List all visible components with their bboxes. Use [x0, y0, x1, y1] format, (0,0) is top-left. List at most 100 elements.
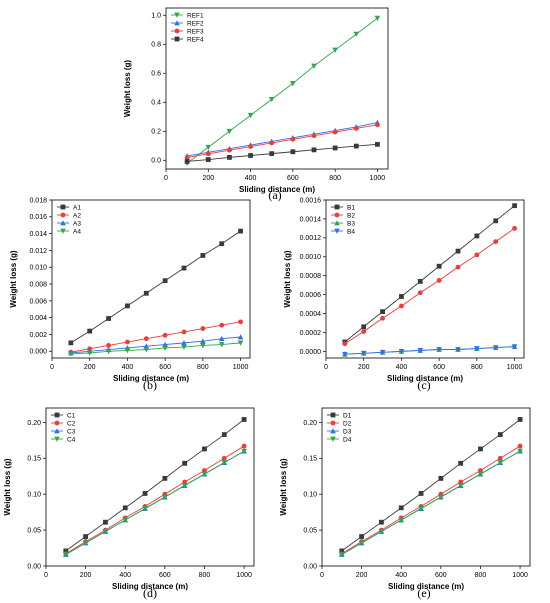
- series-line-REF4: [187, 143, 378, 162]
- legend-marker: [330, 412, 336, 418]
- caption-b: (b): [143, 378, 157, 392]
- data-point-C4: [201, 471, 208, 477]
- plot-frame: [325, 199, 525, 359]
- data-point-C1: [122, 505, 128, 511]
- data-point-D1: [398, 505, 404, 511]
- data-point-D4: [457, 483, 464, 489]
- caption-c: (c): [417, 378, 430, 392]
- y-tick-label: 0.10: [27, 492, 41, 499]
- data-point-B4: [474, 346, 480, 352]
- y-tick-label: 0.20: [303, 420, 317, 427]
- data-point-C4: [181, 483, 188, 489]
- data-point-D1: [359, 534, 365, 539]
- legend-marker: [334, 204, 340, 210]
- x-tick-label: 0: [320, 572, 324, 579]
- data-point-D4: [517, 448, 523, 454]
- data-point-B2: [399, 303, 404, 309]
- data-point-REF1: [353, 31, 360, 37]
- series-line-A2: [70, 321, 241, 353]
- x-tick-label: 1000: [507, 364, 523, 371]
- chart-panel-a: 0 200 400 600 800 1000 0.0 0.2 0.4 0.6 0.8 1.0 Slidi…: [123, 7, 389, 194]
- data-point-A4: [86, 350, 93, 356]
- y-tick-label: 0.05: [27, 527, 41, 534]
- legend-label: B2: [347, 212, 355, 219]
- data-point-C4: [221, 460, 228, 466]
- x-tick-label: 1000: [370, 175, 386, 182]
- x-tick-label: 1000: [512, 572, 528, 579]
- x-tick-label: 400: [245, 175, 257, 182]
- y-tick-label: 0.0: [151, 158, 161, 165]
- data-point-A1: [181, 265, 187, 271]
- x-tick-label: 600: [159, 572, 171, 579]
- data-point-B1: [417, 278, 423, 284]
- data-point-B2: [342, 341, 348, 347]
- x-tick-label: 1000: [236, 572, 252, 579]
- data-point-REF1: [247, 112, 254, 119]
- data-point-A1: [125, 303, 130, 309]
- series-C1: [63, 417, 247, 554]
- data-point-B1: [512, 203, 517, 209]
- data-point-A2: [219, 322, 225, 328]
- data-point-A1: [106, 316, 111, 321]
- data-point-B4: [436, 347, 442, 353]
- data-point-B4: [379, 349, 386, 356]
- series-line-REF1: [186, 17, 378, 164]
- legend-marker: [334, 228, 340, 234]
- data-point-REF3: [311, 133, 317, 139]
- legend-label: D4: [343, 436, 352, 443]
- data-point-A2: [162, 332, 168, 338]
- series-D4: [339, 448, 523, 558]
- series-B2: [342, 225, 517, 347]
- legend-label: C4: [67, 436, 76, 443]
- data-point-C1: [162, 475, 168, 481]
- data-point-B1: [493, 218, 499, 224]
- data-point-C1: [182, 460, 188, 466]
- data-point-REF3: [290, 136, 296, 142]
- y-tick-label: 0.0004: [300, 311, 322, 318]
- y-tick-label: 0.8: [151, 42, 161, 49]
- y-tick-label: 0.0008: [300, 273, 322, 280]
- x-tick-label: 200: [202, 175, 214, 182]
- plot-frame: [45, 407, 255, 567]
- series-A4: [68, 340, 244, 357]
- legend-marker: [334, 220, 340, 226]
- data-point-D1: [478, 446, 483, 452]
- y-tick-label: 0.0012: [300, 235, 322, 242]
- legend-marker: [330, 428, 336, 434]
- data-point-REF4: [332, 145, 338, 151]
- data-point-A3: [200, 338, 206, 344]
- data-point-REF1: [205, 144, 212, 151]
- x-tick-label: 800: [329, 175, 341, 182]
- y-tick-label: 0.15: [303, 456, 317, 463]
- legend-marker: [330, 436, 336, 442]
- series-C2: [63, 443, 247, 557]
- data-point-D1: [379, 519, 384, 525]
- legend-marker: [174, 12, 180, 18]
- y-tick-label: 0.10: [303, 492, 317, 499]
- x-tick-label: 0: [44, 572, 48, 579]
- y-tick-label: 0.0014: [300, 216, 322, 223]
- data-point-B2: [493, 239, 499, 245]
- data-point-B4: [492, 345, 499, 351]
- series-A1: [68, 228, 243, 346]
- data-point-D4: [497, 460, 504, 466]
- x-tick-label: 0: [50, 364, 54, 371]
- data-point-B4: [398, 348, 405, 355]
- caption-d: (d): [143, 586, 157, 600]
- x-axis-label: Sliding distance (m): [113, 374, 189, 383]
- legend-label: B4: [347, 228, 355, 235]
- legend-label: C2: [67, 420, 76, 427]
- legend-label: D3: [343, 428, 352, 435]
- data-point-A4: [124, 348, 131, 354]
- data-point-B1: [361, 324, 367, 330]
- data-point-C4: [142, 506, 148, 512]
- series-line-REF3: [187, 124, 378, 158]
- data-point-A2: [238, 319, 243, 325]
- legend-marker: [54, 412, 60, 418]
- data-point-A4: [237, 340, 244, 346]
- y-tick-label: 0.018: [29, 197, 47, 204]
- series-line-REF2: [187, 122, 378, 157]
- y-axis-label: Weight loss (g): [279, 458, 288, 516]
- chart-panel-b: 0 200 400 600 800 1000 0.000 0.002 0.004 0.006 0.0…: [9, 197, 251, 383]
- legend-marker: [174, 20, 180, 26]
